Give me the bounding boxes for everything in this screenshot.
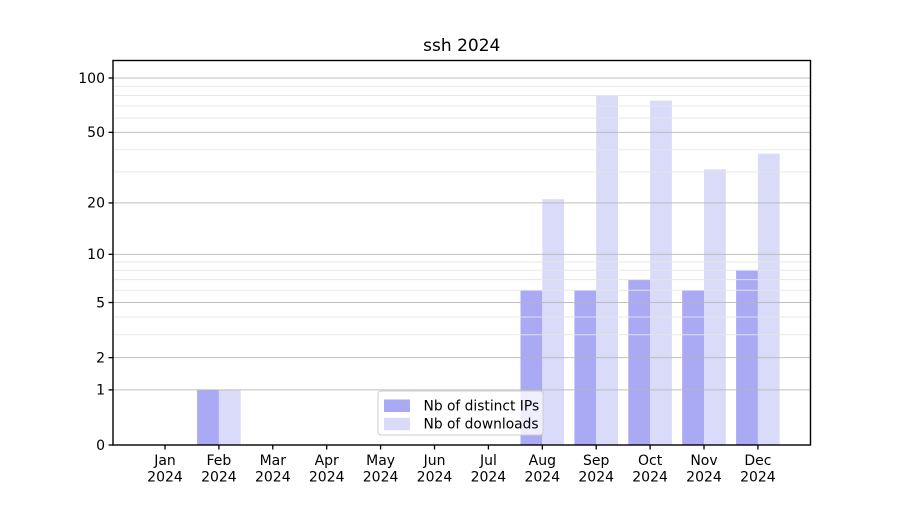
- y-tick-label: 50: [87, 125, 105, 141]
- bar-distinct-ips: [628, 279, 651, 445]
- legend-box: [377, 390, 544, 436]
- bar-distinct-ips: [574, 290, 597, 445]
- x-tick-label-month: Jan: [153, 453, 176, 469]
- legend-swatch-distinct-ips: [384, 399, 410, 412]
- x-tick-label-month: Nov: [690, 453, 717, 469]
- x-tick-label-year: 2024: [255, 470, 291, 486]
- x-tick-label-year: 2024: [201, 470, 237, 486]
- x-tick-label-year: 2024: [417, 470, 453, 486]
- y-tick-label: 0: [96, 438, 105, 454]
- x-tick-label-year: 2024: [309, 470, 345, 486]
- plot-border: [112, 59, 812, 446]
- bar-downloads: [218, 389, 241, 445]
- y-tick-label: 20: [87, 196, 105, 212]
- x-tick-label-year: 2024: [632, 470, 668, 486]
- y-tick-label: 1: [96, 383, 105, 399]
- bar-downloads: [704, 169, 726, 445]
- x-tick-label-year: 2024: [740, 470, 776, 486]
- x-tick-label-month: Jun: [423, 453, 446, 469]
- bar-downloads: [757, 153, 780, 445]
- bar-downloads: [542, 199, 565, 445]
- legend-swatch-downloads: [384, 417, 410, 431]
- legend-label: Nb of distinct IPs: [424, 398, 540, 414]
- y-tick-label: 2: [96, 350, 105, 366]
- x-tick-label-month: Sep: [583, 453, 610, 469]
- x-tick-label-month: Oct: [638, 453, 663, 469]
- x-tick-label-month: Dec: [744, 453, 771, 469]
- x-tick-label-year: 2024: [578, 470, 614, 486]
- y-tick-label: 5: [96, 295, 105, 311]
- x-tick-label-year: 2024: [524, 470, 560, 486]
- x-tick-label-month: Jul: [479, 453, 497, 469]
- y-tick-label: 10: [87, 247, 105, 263]
- bar-distinct-ips: [197, 389, 219, 445]
- x-tick-label-year: 2024: [471, 470, 507, 486]
- bar-distinct-ips: [682, 290, 704, 445]
- x-tick-label-month: Mar: [260, 453, 287, 469]
- x-tick-label-year: 2024: [363, 470, 399, 486]
- chart-title: ssh 2024: [423, 36, 500, 56]
- bar-downloads: [650, 100, 672, 445]
- x-tick-label-year: 2024: [686, 470, 722, 486]
- x-tick-label-month: Aug: [529, 453, 556, 469]
- legend-label: Nb of downloads: [424, 417, 539, 433]
- y-tick-label: 100: [78, 71, 105, 87]
- x-tick-label-month: Feb: [207, 453, 232, 469]
- x-tick-label-month: May: [366, 453, 395, 469]
- x-tick-label-year: 2024: [147, 470, 183, 486]
- x-tick-label-month: Apr: [315, 453, 339, 469]
